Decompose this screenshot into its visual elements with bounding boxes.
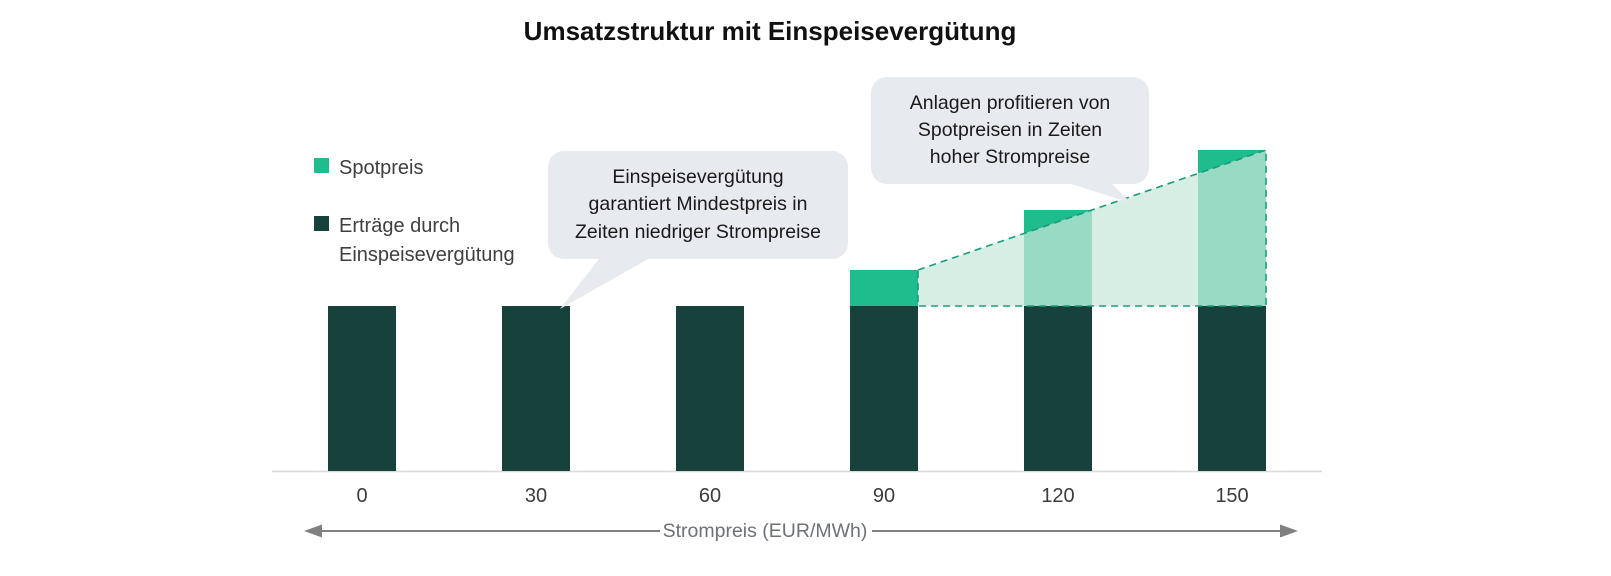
bar-feedin-150 xyxy=(1198,306,1266,471)
bar-feedin-30 xyxy=(502,306,570,471)
x-tick-90: 90 xyxy=(873,485,895,507)
bar-spot-90 xyxy=(850,270,918,306)
bar-feedin-90 xyxy=(850,306,918,471)
legend: Spotpreis Erträge durch Einspeisevergütu… xyxy=(314,154,529,270)
legend-label-spotpreis: Spotpreis xyxy=(339,157,424,179)
spotpreis-swatch-icon xyxy=(314,158,329,173)
callout-low-prices: Einspeisevergütung garantiert Mindestpre… xyxy=(548,151,848,259)
x-tick-30: 30 xyxy=(525,485,547,507)
ertraege-swatch-icon xyxy=(314,216,329,231)
spot-upside-overlay xyxy=(917,148,1267,307)
chart-title: Umsatzstruktur mit Einspeisevergütung xyxy=(523,16,1017,46)
bar-feedin-120 xyxy=(1024,306,1092,471)
x-axis-label: Strompreis (EUR/MWh) xyxy=(662,520,868,542)
bar-feedin-0 xyxy=(328,306,396,471)
legend-item-ertraege: Erträge durch Einspeisevergütung xyxy=(314,212,529,270)
x-tick-60: 60 xyxy=(699,485,721,507)
x-tick-120: 120 xyxy=(1041,485,1074,507)
x-tick-0: 0 xyxy=(356,485,367,507)
callout-high-prices: Anlagen profitieren von Spotpreisen in Z… xyxy=(871,77,1149,184)
legend-label-ertraege: Erträge durch Einspeisevergütung xyxy=(339,215,515,266)
bar-feedin-60 xyxy=(676,306,744,471)
x-axis-arrow-right-icon xyxy=(1280,524,1298,538)
x-axis-arrow-left-icon xyxy=(304,524,322,538)
callout-low-tail xyxy=(560,250,664,309)
legend-item-spotpreis: Spotpreis xyxy=(314,154,529,183)
x-tick-150: 150 xyxy=(1215,485,1248,507)
